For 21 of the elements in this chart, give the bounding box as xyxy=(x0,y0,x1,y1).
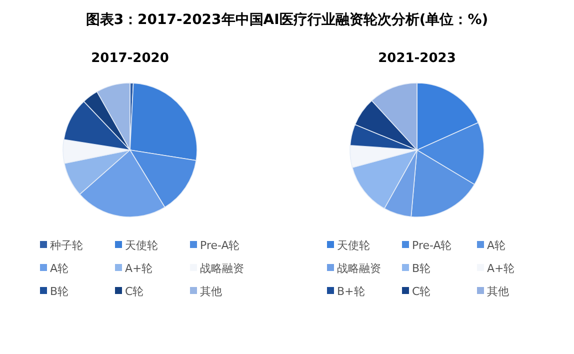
legend-label: 其他 xyxy=(487,285,509,298)
legend-label: 种子轮 xyxy=(50,239,83,252)
legend-label: A+轮 xyxy=(125,262,153,275)
legend-label: 天使轮 xyxy=(337,239,370,252)
legend-label: 其他 xyxy=(200,285,222,298)
legend-label: A轮 xyxy=(487,239,506,252)
legend-label: A轮 xyxy=(50,262,69,275)
legend-label: 天使轮 xyxy=(125,239,158,252)
legend-label: B轮 xyxy=(50,285,69,298)
legend-label: A+轮 xyxy=(487,262,515,275)
legend-label: Pre-A轮 xyxy=(200,239,240,252)
legend-label: B轮 xyxy=(412,262,431,275)
chart-title: 2021-2023 xyxy=(378,51,456,66)
chart-title: 2017-2020 xyxy=(91,51,169,66)
legend-label: 战略融资 xyxy=(200,262,244,275)
text: 图表3：2017-2023年中国AI医疗行业融资轮次分析(单位：%) xyxy=(86,11,488,28)
legend-label: B+轮 xyxy=(337,285,365,298)
legend-label: C轮 xyxy=(125,285,144,298)
legend-label: C轮 xyxy=(412,285,431,298)
legend-label: 战略融资 xyxy=(337,262,381,275)
legend-label: Pre-A轮 xyxy=(412,239,452,252)
